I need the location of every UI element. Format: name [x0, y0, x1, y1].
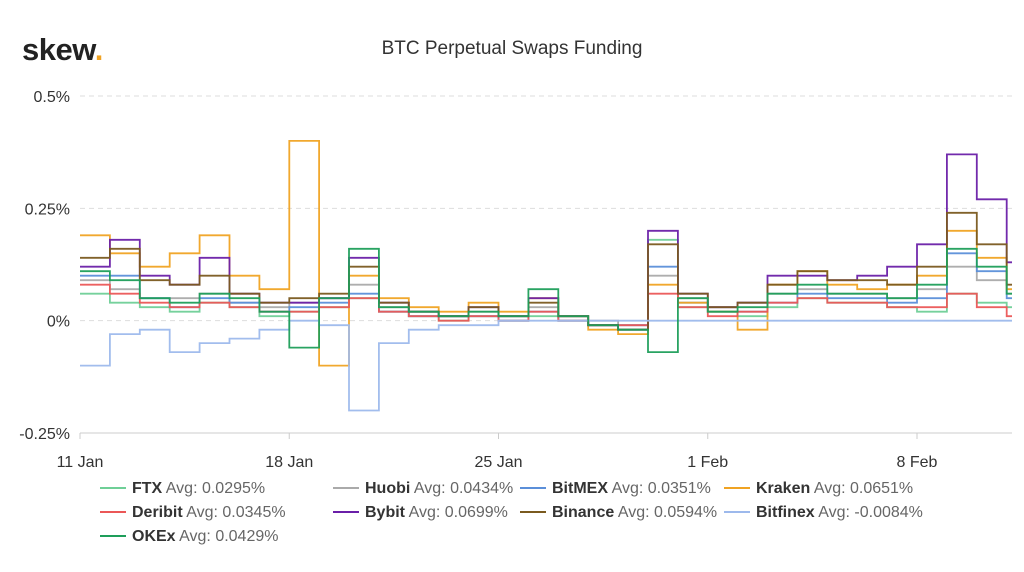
x-tick-label: 8 Feb [897, 454, 938, 470]
legend-series-name: Kraken [756, 480, 811, 497]
legend-series-avg: Avg: 0.0434% [410, 480, 514, 497]
legend-item-bitmex[interactable]: BitMEX Avg: 0.0351% [520, 480, 711, 498]
legend-series-name: Huobi [365, 480, 411, 497]
legend-series-name: BitMEX [552, 480, 608, 497]
chart-title: BTC Perpetual Swaps Funding [381, 38, 643, 59]
legend-series-avg: Avg: 0.0351% [608, 480, 711, 497]
legend-series-avg: Avg: 0.0699% [405, 504, 508, 521]
legend-series-name: Deribit [132, 504, 183, 521]
legend-swatch [100, 486, 126, 489]
legend-item-kraken[interactable]: Kraken Avg: 0.0651% [724, 480, 913, 498]
legend-swatch [100, 534, 126, 537]
legend-item-bitfinex[interactable]: Bitfinex Avg: -0.0084% [724, 504, 923, 522]
series-line-bitfinex [80, 319, 1012, 412]
legend-series-name: FTX [132, 480, 163, 497]
legend-series-name: Binance [552, 504, 615, 521]
legend-swatch [333, 486, 359, 489]
y-tick-label: 0% [47, 314, 70, 331]
series-line-ftx [80, 238, 1012, 331]
legend-swatch [724, 486, 750, 489]
funding-chart: 0.5% 0.25% 0% -0.25% 11 Jan 18 Jan 25 Jan 1 Feb… [19, 89, 1012, 470]
legend-item-bybit[interactable]: Bybit Avg: 0.0699% [333, 504, 508, 522]
legend-swatch [724, 510, 750, 513]
legend-series-avg: Avg: 0.0651% [810, 480, 914, 497]
x-tick-label: 18 Jan [265, 454, 313, 470]
legend-item-ftx[interactable]: FTX Avg: 0.0295% [100, 480, 265, 498]
brand-name: skew [22, 32, 95, 67]
legend-series-avg: Avg: 0.0295% [162, 480, 266, 497]
y-tick-label: 0.25% [25, 201, 70, 218]
legend-swatch [520, 486, 546, 489]
legend-series-name: Bitfinex [756, 504, 815, 521]
y-tick-label: 0.5% [34, 89, 70, 106]
series-line-deribit [80, 283, 1012, 327]
legend-series-avg: Avg: 0.0345% [182, 504, 286, 521]
legend-series-avg: Avg: 0.0429% [175, 528, 279, 545]
skew-logo: skew. [22, 32, 103, 68]
y-tick-label: -0.25% [19, 426, 70, 443]
legend-series-avg: Avg: 0.0594% [614, 504, 718, 521]
legend-swatch [333, 510, 359, 513]
x-tick-label: 11 Jan [57, 454, 104, 470]
legend-item-okex[interactable]: OKEx Avg: 0.0429% [100, 528, 278, 546]
legend-series-name: OKEx [132, 528, 176, 545]
legend-item-huobi[interactable]: Huobi Avg: 0.0434% [333, 480, 513, 498]
x-tick-label: 1 Feb [687, 454, 728, 470]
legend-swatch [100, 510, 126, 513]
series-line-kraken [80, 140, 1012, 367]
legend-series-avg: Avg: -0.0084% [814, 504, 923, 521]
brand-dot: . [94, 32, 104, 67]
legend-series-name: Bybit [365, 504, 405, 521]
series-line-okex [80, 247, 1012, 353]
x-tick-label: 25 Jan [474, 454, 522, 470]
legend-item-deribit[interactable]: Deribit Avg: 0.0345% [100, 504, 286, 522]
legend-swatch [520, 510, 546, 513]
legend-item-binance[interactable]: Binance Avg: 0.0594% [520, 504, 717, 522]
